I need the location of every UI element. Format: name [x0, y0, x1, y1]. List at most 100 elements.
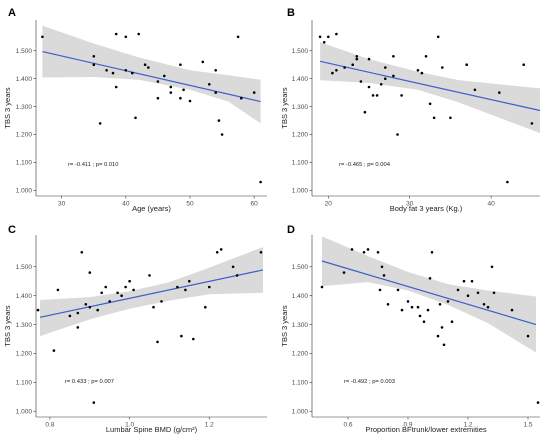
data-point — [322, 41, 326, 44]
data-point — [163, 74, 166, 78]
x-tick-label: 1.5 — [523, 422, 532, 429]
data-point — [327, 35, 330, 39]
data-point — [392, 55, 395, 58]
data-point — [376, 251, 380, 254]
data-point — [259, 251, 263, 254]
data-point — [462, 279, 466, 283]
data-point — [98, 122, 102, 125]
confidence-band — [42, 25, 261, 124]
data-point — [214, 91, 217, 94]
panel-c: C 1.000 1.100 1.200 1.300 1.400 1.500 0.8 1.0 1.2… — [3, 224, 267, 434]
data-point — [380, 265, 384, 269]
y-tick-label: 1.100 — [16, 160, 33, 167]
data-point — [486, 305, 490, 309]
data-point — [446, 300, 450, 303]
data-point — [120, 294, 123, 298]
data-point — [318, 35, 322, 39]
data-point — [482, 303, 486, 306]
data-point — [147, 66, 150, 69]
data-point — [430, 251, 434, 254]
data-point — [416, 305, 420, 309]
y-tick-label: 1.400 — [292, 293, 309, 300]
panel-letter: D — [287, 224, 295, 236]
data-point — [80, 251, 84, 254]
data-point — [56, 288, 60, 292]
data-point — [449, 116, 452, 120]
data-point — [366, 248, 370, 251]
data-point — [456, 288, 460, 292]
data-point — [530, 122, 534, 125]
data-point — [384, 66, 387, 69]
data-point — [131, 71, 134, 75]
data-point — [160, 300, 163, 303]
x-tick-label: 0.6 — [343, 422, 352, 429]
y-tick-label: 1.000 — [16, 408, 33, 415]
panel-letter: B — [287, 7, 295, 19]
data-point — [240, 96, 243, 100]
y-tick-label: 1.000 — [292, 408, 309, 415]
data-point — [343, 66, 346, 69]
x-tick-label: 20 — [325, 201, 333, 208]
data-point — [259, 180, 262, 184]
panel-b: B 1.000 1.100 1.200 1.300 1.400 1.500 20 30 40 Bod… — [280, 7, 541, 213]
x-axis-title: Proportion BFtrunk/lower extremities — [365, 425, 487, 434]
y-tick-label: 1.300 — [292, 322, 309, 329]
y-tick-label: 1.200 — [292, 132, 309, 139]
y-tick-label: 1.200 — [16, 132, 33, 139]
y-tick-label: 1.000 — [292, 188, 309, 195]
x-tick-label: 0.9 — [403, 422, 412, 429]
regression-line — [321, 260, 537, 326]
data-point — [208, 285, 211, 289]
data-point — [438, 303, 442, 306]
data-point — [134, 116, 137, 120]
y-tick-label: 1.500 — [16, 264, 33, 271]
data-point — [100, 291, 103, 295]
data-point — [182, 88, 185, 92]
data-point — [114, 85, 118, 89]
data-point — [342, 271, 346, 274]
data-point — [335, 32, 338, 36]
data-point — [416, 69, 420, 72]
y-tick-label: 1.300 — [16, 322, 33, 329]
correlation-annotation: r= -0.411 ; p= 0.010 — [68, 162, 119, 168]
data-point — [188, 99, 192, 103]
regression-line — [39, 269, 264, 318]
data-point — [128, 279, 131, 283]
data-point — [220, 133, 224, 136]
y-tick-label: 1.400 — [292, 76, 309, 83]
data-point — [137, 32, 140, 36]
data-point — [148, 274, 151, 277]
data-point — [320, 285, 324, 289]
y-axis-title: TBS 3 years — [3, 87, 12, 129]
data-point — [114, 32, 118, 36]
x-tick-label: 1.0 — [125, 422, 134, 429]
panel-a: A 1.000 1.100 1.200 1.300 1.400 1.500 30 40 50 60 A… — [3, 7, 267, 213]
data-point — [465, 63, 469, 66]
data-point — [208, 83, 211, 86]
data-point — [473, 88, 477, 92]
data-point — [76, 326, 80, 329]
data-point — [156, 80, 160, 83]
data-point — [355, 57, 359, 61]
data-point — [367, 85, 371, 89]
confidence-band — [322, 236, 536, 353]
data-point — [371, 94, 375, 97]
data-point — [367, 57, 371, 61]
data-point — [466, 294, 470, 298]
data-point — [105, 69, 108, 72]
data-point — [506, 180, 509, 184]
data-point — [111, 71, 115, 75]
x-tick-label: 30 — [406, 201, 414, 208]
data-point — [335, 69, 338, 72]
data-point — [217, 119, 221, 122]
data-point — [432, 116, 436, 120]
y-axis-title: TBS 3 years — [280, 87, 289, 129]
y-tick-label: 1.400 — [16, 76, 33, 83]
data-point — [490, 265, 494, 269]
data-point — [436, 35, 440, 39]
data-point — [426, 308, 430, 312]
x-axis-title: Lumbar Spine BMD (g/cm²) — [106, 425, 198, 434]
data-point — [201, 60, 205, 64]
y-tick-label: 1.200 — [292, 351, 309, 358]
